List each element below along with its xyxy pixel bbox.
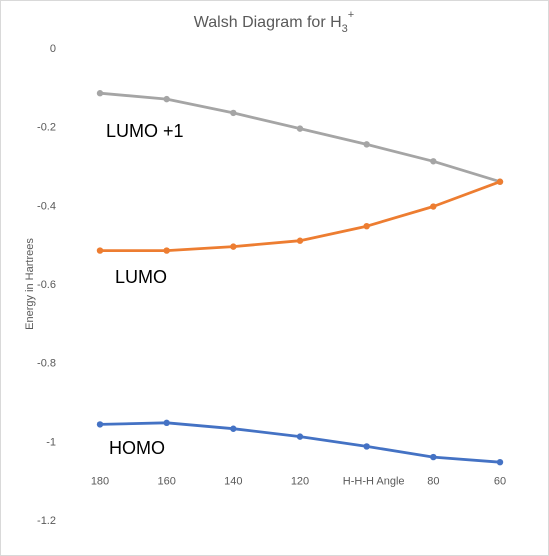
data-point-lumo <box>163 247 170 254</box>
data-point-lumo <box>363 222 370 230</box>
data-point-homo <box>430 453 437 461</box>
x-tick-label: 180 <box>91 476 109 488</box>
data-point-lumo-1 <box>96 90 104 97</box>
y-axis-ticks: 0 -0.2 -0.4 -0.6 -0.8 -1 -1.2 <box>37 43 56 527</box>
y-tick-label: -0.8 <box>37 358 56 370</box>
data-point-homo <box>230 425 237 432</box>
x-tick-label: 80 <box>427 476 439 488</box>
x-tick-label: 60 <box>494 476 506 488</box>
data-point-lumo-1 <box>296 125 304 132</box>
y-tick-label: -1 <box>46 436 56 448</box>
data-point-lumo-1 <box>363 141 370 148</box>
series-layer <box>96 90 504 466</box>
data-point-lumo <box>430 203 437 210</box>
data-point-homo <box>496 458 504 466</box>
series-lumo-1 <box>96 90 504 185</box>
y-tick-label: -1.2 <box>37 515 56 527</box>
chart-title: Walsh Diagram for H3+ <box>194 9 354 35</box>
y-tick-label: -0.6 <box>37 279 56 291</box>
data-point-homo <box>96 421 104 428</box>
series-label-homo: HOMO <box>109 438 165 458</box>
x-tick-label: 140 <box>224 476 242 488</box>
data-point-lumo <box>96 247 104 254</box>
data-point-lumo-1 <box>163 95 170 103</box>
y-axis-label: Energy in Hartrees <box>24 238 36 330</box>
y-tick-label: -0.4 <box>37 200 56 212</box>
data-point-homo <box>296 433 304 440</box>
data-point-lumo <box>230 243 237 250</box>
data-point-homo <box>163 419 170 427</box>
y-tick-label: 0 <box>50 43 56 55</box>
data-point-lumo-1 <box>230 109 237 117</box>
data-point-lumo-1 <box>430 158 437 165</box>
x-tick-label: 160 <box>157 476 175 488</box>
y-tick-label: -0.2 <box>37 122 56 134</box>
data-point-lumo <box>496 178 504 185</box>
data-point-lumo <box>296 237 304 244</box>
x-tick-label: 120 <box>291 476 309 488</box>
series-lumo <box>96 178 504 254</box>
x-axis-label: H-H-H Angle <box>343 476 405 488</box>
series-label-lumo-plus-1: LUMO +1 <box>106 121 184 141</box>
data-point-homo <box>363 443 370 450</box>
series-homo <box>96 419 504 466</box>
x-axis-ticks: 180 160 140 120 80 60 <box>91 476 506 488</box>
series-label-lumo: LUMO <box>115 267 167 287</box>
